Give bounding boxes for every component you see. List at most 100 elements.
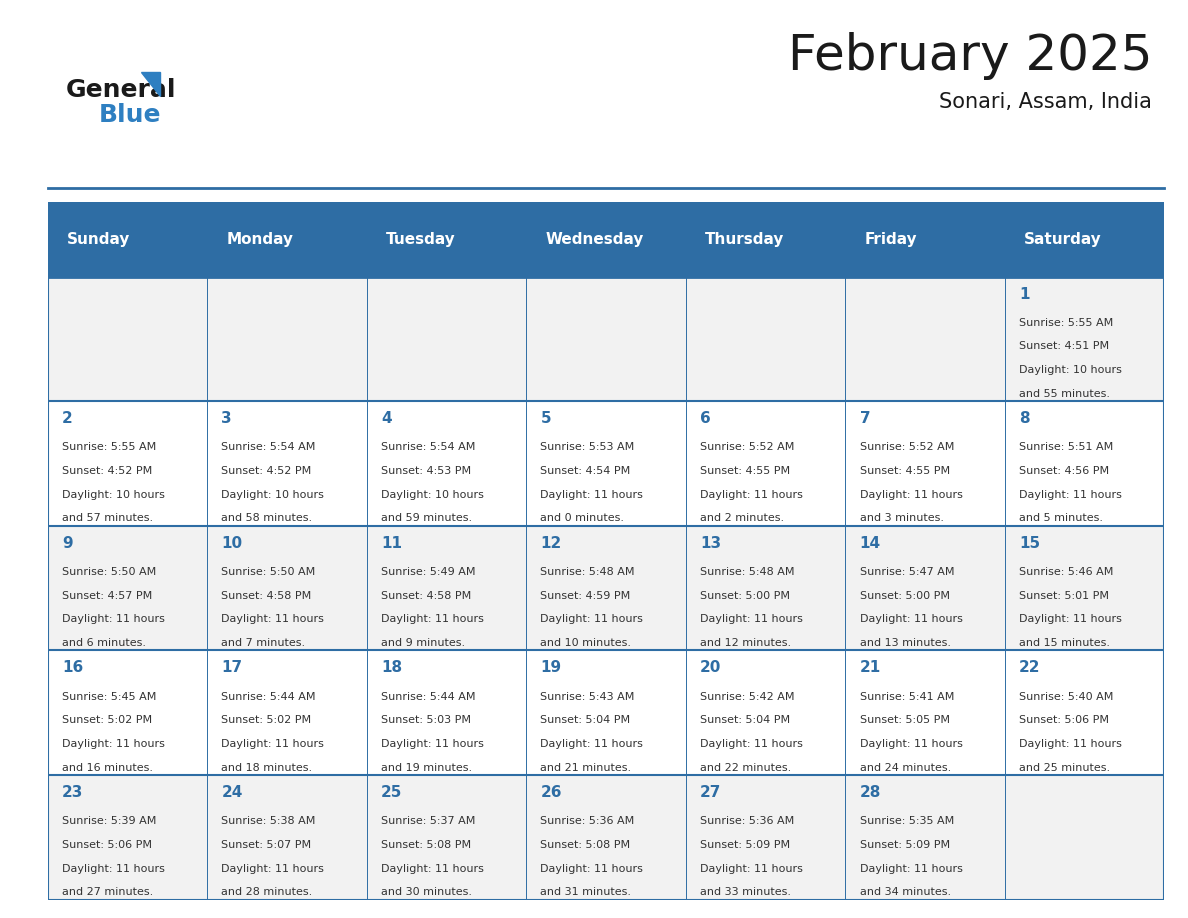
Text: Daylight: 11 hours: Daylight: 11 hours xyxy=(221,739,324,749)
Text: Sunset: 5:00 PM: Sunset: 5:00 PM xyxy=(700,590,790,600)
Text: Daylight: 10 hours: Daylight: 10 hours xyxy=(381,489,484,499)
Text: 1: 1 xyxy=(1019,286,1030,302)
Text: Sunrise: 5:47 AM: Sunrise: 5:47 AM xyxy=(860,567,954,577)
Text: Sunrise: 5:55 AM: Sunrise: 5:55 AM xyxy=(1019,318,1113,328)
Bar xyxy=(367,276,526,401)
Text: Daylight: 11 hours: Daylight: 11 hours xyxy=(700,614,803,624)
Bar xyxy=(367,651,526,775)
Bar xyxy=(207,401,367,526)
Text: Sunrise: 5:42 AM: Sunrise: 5:42 AM xyxy=(700,691,795,701)
Text: Daylight: 11 hours: Daylight: 11 hours xyxy=(221,864,324,874)
Bar xyxy=(685,276,845,401)
Text: Sunset: 5:02 PM: Sunset: 5:02 PM xyxy=(62,715,152,725)
Text: 23: 23 xyxy=(62,785,83,800)
Text: Daylight: 11 hours: Daylight: 11 hours xyxy=(62,864,165,874)
Text: Sunset: 5:06 PM: Sunset: 5:06 PM xyxy=(62,840,152,850)
Text: and 9 minutes.: and 9 minutes. xyxy=(381,638,465,648)
Text: Sunrise: 5:49 AM: Sunrise: 5:49 AM xyxy=(381,567,475,577)
Text: and 13 minutes.: and 13 minutes. xyxy=(860,638,950,648)
Text: Sunset: 4:51 PM: Sunset: 4:51 PM xyxy=(1019,341,1110,352)
Text: Sunrise: 5:48 AM: Sunrise: 5:48 AM xyxy=(541,567,634,577)
Text: 16: 16 xyxy=(62,660,83,676)
Bar xyxy=(367,775,526,900)
Text: Daylight: 10 hours: Daylight: 10 hours xyxy=(221,489,324,499)
Bar xyxy=(685,651,845,775)
Bar xyxy=(367,401,526,526)
Bar xyxy=(48,526,207,651)
Text: Sunset: 5:02 PM: Sunset: 5:02 PM xyxy=(221,715,311,725)
Text: Sunrise: 5:35 AM: Sunrise: 5:35 AM xyxy=(860,816,954,826)
Text: 20: 20 xyxy=(700,660,721,676)
Text: and 6 minutes.: and 6 minutes. xyxy=(62,638,146,648)
Bar xyxy=(1005,401,1164,526)
Text: 21: 21 xyxy=(860,660,880,676)
Text: and 33 minutes.: and 33 minutes. xyxy=(700,887,791,897)
Text: Sunrise: 5:38 AM: Sunrise: 5:38 AM xyxy=(221,816,316,826)
Text: and 7 minutes.: and 7 minutes. xyxy=(221,638,305,648)
Text: 15: 15 xyxy=(1019,536,1041,551)
Text: 6: 6 xyxy=(700,411,710,426)
Text: Sunset: 5:08 PM: Sunset: 5:08 PM xyxy=(541,840,631,850)
Text: Sunset: 5:06 PM: Sunset: 5:06 PM xyxy=(1019,715,1110,725)
Bar xyxy=(48,651,207,775)
Text: Wednesday: Wednesday xyxy=(545,232,644,247)
Text: Sunrise: 5:54 AM: Sunrise: 5:54 AM xyxy=(221,442,316,453)
Text: Sunset: 5:09 PM: Sunset: 5:09 PM xyxy=(700,840,790,850)
Text: Daylight: 11 hours: Daylight: 11 hours xyxy=(62,739,165,749)
Text: Sunrise: 5:36 AM: Sunrise: 5:36 AM xyxy=(700,816,795,826)
Bar xyxy=(1005,651,1164,775)
Text: Daylight: 11 hours: Daylight: 11 hours xyxy=(860,489,962,499)
Text: 3: 3 xyxy=(221,411,232,426)
Text: Sunset: 4:52 PM: Sunset: 4:52 PM xyxy=(62,466,152,476)
Text: Sunset: 5:08 PM: Sunset: 5:08 PM xyxy=(381,840,472,850)
Text: and 0 minutes.: and 0 minutes. xyxy=(541,513,625,523)
Text: Sunset: 4:56 PM: Sunset: 4:56 PM xyxy=(1019,466,1110,476)
Bar xyxy=(845,775,1005,900)
Text: Sunrise: 5:45 AM: Sunrise: 5:45 AM xyxy=(62,691,157,701)
Text: Sunrise: 5:48 AM: Sunrise: 5:48 AM xyxy=(700,567,795,577)
Text: Sunset: 5:09 PM: Sunset: 5:09 PM xyxy=(860,840,949,850)
Text: Daylight: 11 hours: Daylight: 11 hours xyxy=(381,739,484,749)
Text: and 58 minutes.: and 58 minutes. xyxy=(221,513,312,523)
Text: and 18 minutes.: and 18 minutes. xyxy=(221,763,312,773)
Text: and 30 minutes.: and 30 minutes. xyxy=(381,887,472,897)
Text: and 2 minutes.: and 2 minutes. xyxy=(700,513,784,523)
Text: 10: 10 xyxy=(221,536,242,551)
Text: Daylight: 11 hours: Daylight: 11 hours xyxy=(381,614,484,624)
Text: and 16 minutes.: and 16 minutes. xyxy=(62,763,153,773)
Text: Sunset: 4:52 PM: Sunset: 4:52 PM xyxy=(221,466,311,476)
Text: Daylight: 11 hours: Daylight: 11 hours xyxy=(541,739,644,749)
Bar xyxy=(1005,775,1164,900)
Text: Sunset: 5:04 PM: Sunset: 5:04 PM xyxy=(541,715,631,725)
Text: Daylight: 11 hours: Daylight: 11 hours xyxy=(860,614,962,624)
Text: and 10 minutes.: and 10 minutes. xyxy=(541,638,632,648)
Text: 2: 2 xyxy=(62,411,72,426)
Text: and 34 minutes.: and 34 minutes. xyxy=(860,887,950,897)
Bar xyxy=(526,401,685,526)
Text: Sunrise: 5:55 AM: Sunrise: 5:55 AM xyxy=(62,442,156,453)
Text: 11: 11 xyxy=(381,536,402,551)
Bar xyxy=(48,775,207,900)
Bar xyxy=(526,775,685,900)
Text: Sunrise: 5:50 AM: Sunrise: 5:50 AM xyxy=(221,567,316,577)
Text: General: General xyxy=(65,78,176,102)
Text: 22: 22 xyxy=(1019,660,1041,676)
Bar xyxy=(526,651,685,775)
Text: Sunrise: 5:52 AM: Sunrise: 5:52 AM xyxy=(860,442,954,453)
Text: and 12 minutes.: and 12 minutes. xyxy=(700,638,791,648)
Text: Daylight: 11 hours: Daylight: 11 hours xyxy=(860,739,962,749)
Text: Daylight: 11 hours: Daylight: 11 hours xyxy=(541,614,644,624)
Text: and 31 minutes.: and 31 minutes. xyxy=(541,887,632,897)
Text: Sunset: 5:00 PM: Sunset: 5:00 PM xyxy=(860,590,949,600)
Text: Tuesday: Tuesday xyxy=(386,232,455,247)
Bar xyxy=(207,276,367,401)
Text: Sunrise: 5:41 AM: Sunrise: 5:41 AM xyxy=(860,691,954,701)
Text: and 59 minutes.: and 59 minutes. xyxy=(381,513,472,523)
Text: 19: 19 xyxy=(541,660,562,676)
Text: Sunrise: 5:52 AM: Sunrise: 5:52 AM xyxy=(700,442,795,453)
Text: 7: 7 xyxy=(860,411,870,426)
Text: Sunset: 5:04 PM: Sunset: 5:04 PM xyxy=(700,715,790,725)
Text: 17: 17 xyxy=(221,660,242,676)
Text: Sunrise: 5:37 AM: Sunrise: 5:37 AM xyxy=(381,816,475,826)
Text: Daylight: 11 hours: Daylight: 11 hours xyxy=(700,739,803,749)
